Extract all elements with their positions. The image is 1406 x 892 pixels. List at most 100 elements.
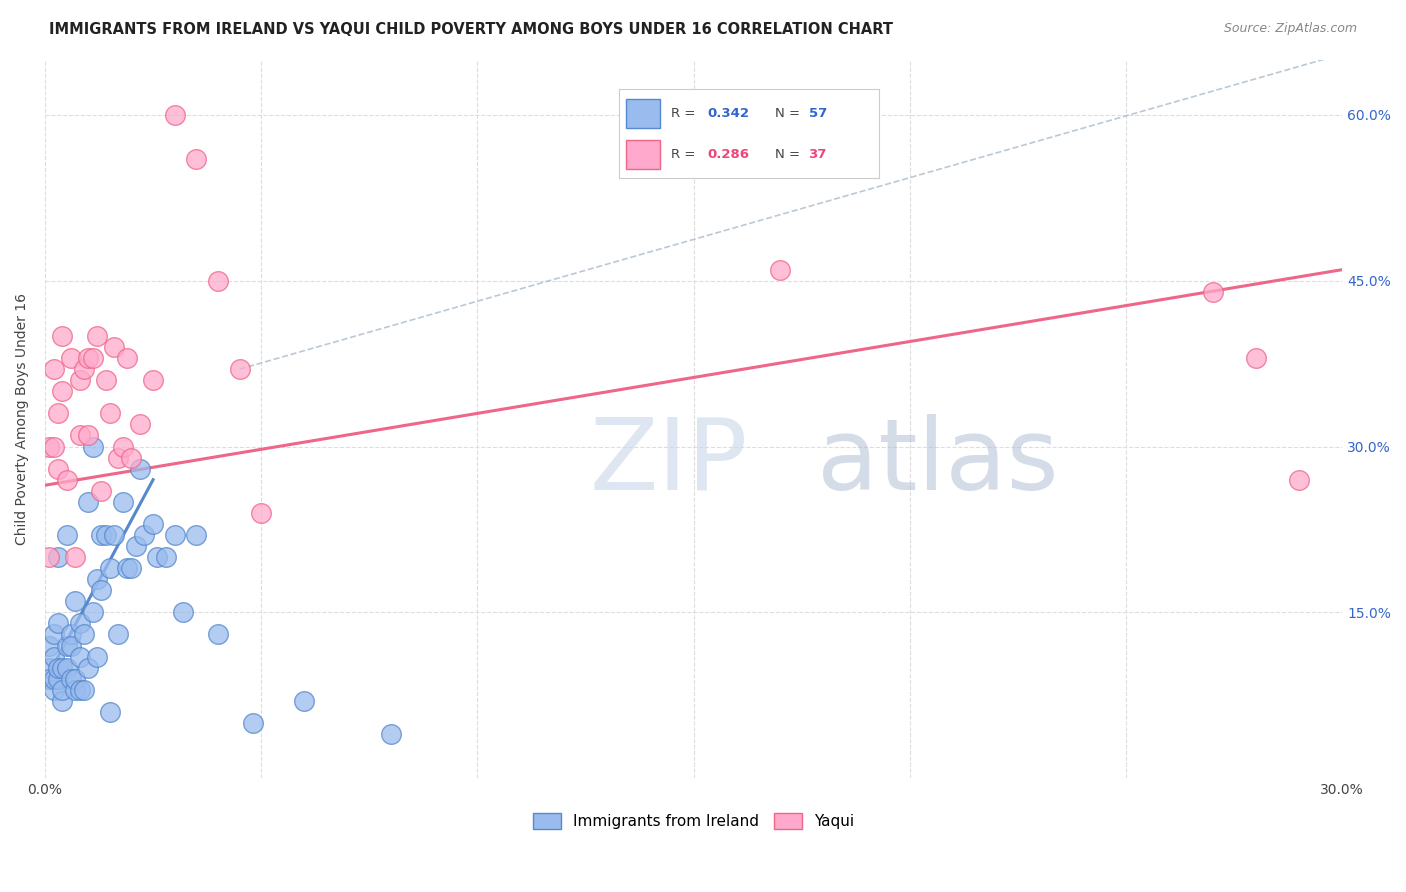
Point [69,649,91,664]
Point [51,384,73,399]
Point [69,616,91,631]
Point [94,373,117,387]
Point [98,561,121,575]
Text: N =: N = [775,148,804,161]
Point [111,495,134,509]
Point [134,528,156,542]
Point [59,351,82,365]
Point [42,649,65,664]
Point [186,528,208,542]
Point [42,440,65,454]
Point [46,406,69,420]
Point [51,329,73,343]
Point [111,440,134,454]
Text: atlas: atlas [817,414,1059,510]
Text: 0.286: 0.286 [707,148,749,161]
Point [103,528,125,542]
Point [73,627,96,641]
Point [125,539,148,553]
Point [55,661,77,675]
Point [228,362,250,376]
Point [55,639,77,653]
Point [46,461,69,475]
Point [42,682,65,697]
Point [55,473,77,487]
Point [38,672,60,686]
Point [86,649,108,664]
Point [98,406,121,420]
Point [769,262,792,277]
Point [46,616,69,631]
Text: 0.342: 0.342 [707,107,749,120]
Point [38,639,60,653]
Point [115,351,138,365]
Text: ZIP: ZIP [591,414,748,510]
Point [103,340,125,354]
Point [186,152,208,166]
Point [115,561,138,575]
Point [77,428,100,442]
Point [42,672,65,686]
Point [42,627,65,641]
Point [38,440,60,454]
Point [294,694,316,708]
Point [86,329,108,343]
Point [146,550,169,565]
Point [73,682,96,697]
Point [82,440,104,454]
Y-axis label: Child Poverty Among Boys Under 16: Child Poverty Among Boys Under 16 [15,293,30,545]
Text: Source: ZipAtlas.com: Source: ZipAtlas.com [1223,22,1357,36]
Point [242,715,264,730]
Point [155,550,177,565]
Point [51,694,73,708]
Point [73,362,96,376]
Text: IMMIGRANTS FROM IRELAND VS YAQUI CHILD POVERTY AMONG BOYS UNDER 16 CORRELATION C: IMMIGRANTS FROM IRELAND VS YAQUI CHILD P… [49,22,893,37]
Bar [627,140,661,169]
Point [77,495,100,509]
Point [38,661,60,675]
Point [120,561,142,575]
Point [65,550,87,565]
Point [107,450,129,465]
Bar [627,99,661,128]
Point [82,606,104,620]
Point [46,661,69,675]
Point [65,594,87,608]
Text: N =: N = [775,107,804,120]
Point [51,682,73,697]
Point [65,682,87,697]
Point [98,705,121,719]
Point [77,351,100,365]
Point [69,682,91,697]
Text: 57: 57 [808,107,827,120]
Point [207,627,229,641]
Point [163,108,186,122]
Point [172,606,194,620]
Point [77,661,100,675]
Text: 37: 37 [808,148,827,161]
Point [65,672,87,686]
Text: R =: R = [671,148,699,161]
Point [129,461,152,475]
Point [142,373,165,387]
Point [59,672,82,686]
Point [163,528,186,542]
Point [129,417,152,432]
Point [69,373,91,387]
Point [380,727,402,741]
Text: R =: R = [671,107,699,120]
Point [90,483,112,498]
Point [1201,285,1223,299]
Point [38,550,60,565]
Point [90,528,112,542]
Point [86,572,108,586]
Point [1244,351,1267,365]
Point [142,516,165,531]
Point [69,428,91,442]
Point [59,639,82,653]
Point [120,450,142,465]
Point [107,627,129,641]
Point [250,506,273,520]
Point [94,528,117,542]
Point [55,528,77,542]
